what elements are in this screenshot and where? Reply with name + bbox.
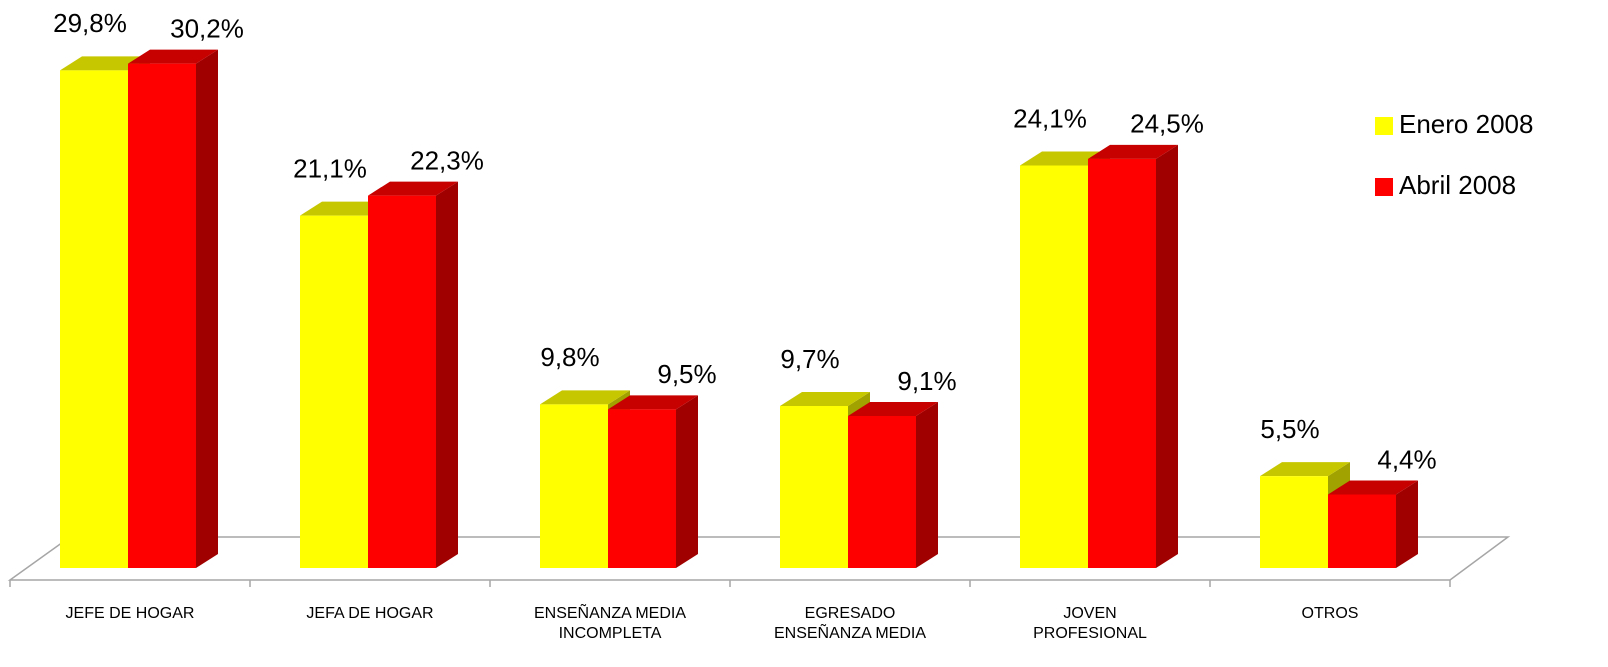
x-tick-label: JOVEN PROFESIONAL <box>1033 605 1147 642</box>
bar-top <box>300 201 390 216</box>
x-tick-label: ENSEÑANZA MEDIA INCOMPLETA <box>533 605 687 642</box>
value-label: 30,2% <box>170 14 244 44</box>
bar <box>1088 144 1178 568</box>
bar-side <box>1396 480 1418 568</box>
x-tick-label: JEFA DE HOGAR <box>306 605 434 622</box>
bar-front <box>1088 158 1156 568</box>
bar <box>848 402 938 568</box>
value-label: 24,1% <box>1013 103 1087 133</box>
bar-front <box>1020 165 1088 568</box>
value-label: 21,1% <box>293 154 367 184</box>
bar-top <box>60 56 150 71</box>
bar-side <box>916 402 938 568</box>
bar-side <box>676 395 698 568</box>
value-label: 9,1% <box>897 366 956 396</box>
legend-label: Abril 2008 <box>1399 170 1516 200</box>
bar-front <box>1328 494 1396 568</box>
bar-front <box>608 409 676 568</box>
bar-top <box>128 49 218 64</box>
value-label: 9,5% <box>657 359 716 389</box>
value-label: 29,8% <box>53 8 127 38</box>
x-tick-label: OTROS <box>1301 605 1359 622</box>
bar <box>368 181 458 568</box>
value-label: 24,5% <box>1130 109 1204 139</box>
bar-front <box>60 70 128 568</box>
bar-front <box>540 404 608 568</box>
value-label: 22,3% <box>410 145 484 175</box>
value-label: 9,7% <box>780 344 839 374</box>
x-tick-label: JEFE DE HOGAR <box>65 605 195 622</box>
bar-top <box>780 392 870 407</box>
bar-top <box>368 181 458 196</box>
bar-side <box>1156 144 1178 568</box>
legend-swatch <box>1375 117 1393 135</box>
value-label: 4,4% <box>1377 444 1436 474</box>
value-label: 5,5% <box>1260 414 1319 444</box>
bar-front <box>128 63 196 568</box>
bar <box>1328 480 1418 568</box>
bar-top <box>1020 151 1110 166</box>
value-label: 9,8% <box>540 342 599 372</box>
bar-front <box>368 195 436 568</box>
bar-top <box>540 390 630 405</box>
bar-front <box>300 215 368 568</box>
bar-top <box>1260 462 1350 477</box>
bar <box>128 49 218 569</box>
bar-top <box>608 395 698 410</box>
bar-side <box>196 49 218 569</box>
legend-swatch <box>1375 178 1393 196</box>
bar-front <box>780 406 848 568</box>
bar-top <box>848 402 938 417</box>
bar-side <box>436 181 458 568</box>
bar-top <box>1328 480 1418 495</box>
bar-front <box>848 416 916 568</box>
bar-top <box>1088 144 1178 159</box>
x-tick-label: EGRESADO ENSEÑANZA MEDIA <box>773 605 927 642</box>
bar-front <box>1260 476 1328 568</box>
bar <box>608 395 698 568</box>
legend-label: Enero 2008 <box>1399 109 1533 139</box>
